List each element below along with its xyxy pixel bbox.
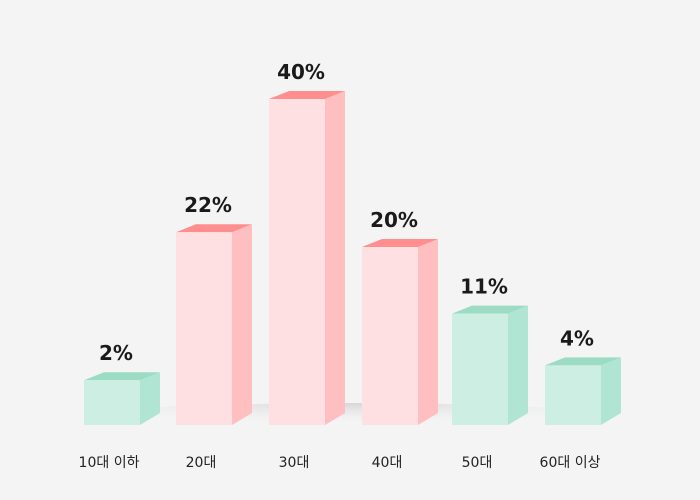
data-label: 4% [560,326,594,350]
bar-3 [269,99,325,425]
bar-top [452,305,528,314]
category-label: 50대 [462,455,493,471]
data-label: 20% [370,208,418,232]
bar-4 [362,247,418,425]
bar-top [176,224,252,233]
category-label: 60대 이상 [540,455,601,471]
bar-top [84,372,160,381]
data-label: 2% [99,341,133,365]
category-label: 40대 [372,455,403,471]
data-label: 40% [277,60,325,84]
bar-top [269,91,345,99]
bar-side [325,91,345,425]
bar-side [508,305,528,425]
category-label: 20대 [186,455,217,471]
bar-6 [545,365,601,425]
bar-top [362,239,438,247]
bar-top [545,357,621,366]
data-label: 11% [460,275,508,299]
bar-side [418,239,438,425]
bar-5 [452,313,508,425]
bar-side [232,224,252,425]
category-label: 30대 [279,455,310,471]
bar-side [140,372,160,425]
bar-2 [176,232,232,425]
category-label: 10대 이하 [79,455,140,471]
bar-side [601,357,621,425]
data-label: 22% [184,193,232,217]
bar-1 [84,380,140,425]
